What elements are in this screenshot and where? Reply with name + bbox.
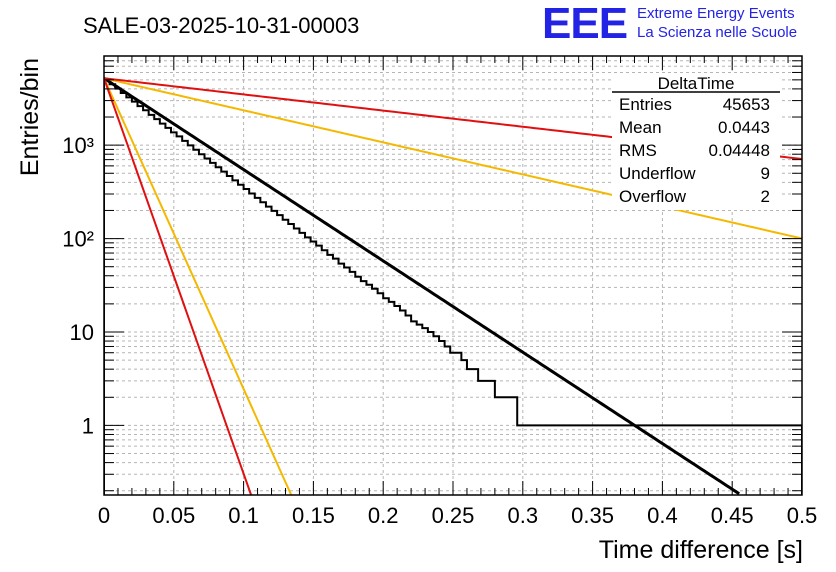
series-short-lower bbox=[104, 77, 253, 495]
series-short-upper bbox=[104, 77, 293, 495]
eee-logo: EEE bbox=[542, 0, 628, 48]
x-tick-label-6: 0.3 bbox=[508, 503, 539, 528]
x-tick-label-2: 0.1 bbox=[228, 503, 259, 528]
x-tick-label-8: 0.4 bbox=[647, 503, 678, 528]
stats-value-underflow: 9 bbox=[761, 164, 770, 183]
chart-title: SALE-03-2025-10-31-00003 bbox=[83, 13, 359, 38]
stats-value-rms: 0.04448 bbox=[709, 141, 770, 160]
stats-label-overflow: Overflow bbox=[619, 187, 687, 206]
x-axis-label: Time difference [s] bbox=[599, 536, 803, 564]
y-axis-label: Entries/bin bbox=[16, 58, 44, 176]
x-tick-label-3: 0.15 bbox=[292, 503, 335, 528]
y-tick-label-3: 10³ bbox=[62, 133, 94, 158]
y-tick-label-2: 10² bbox=[62, 227, 94, 252]
stats-value-entries: 45653 bbox=[723, 95, 770, 114]
series-long-lower bbox=[104, 77, 802, 240]
stats-box bbox=[612, 74, 780, 210]
x-tick-label-1: 0.05 bbox=[152, 503, 195, 528]
eee-subtitle-line2: La Scienza nelle Scuole bbox=[637, 24, 798, 41]
series-fit bbox=[104, 77, 741, 495]
x-tick-label-5: 0.25 bbox=[432, 503, 475, 528]
x-tick-label-9: 0.45 bbox=[711, 503, 754, 528]
y-tick-label-1: 10 bbox=[70, 320, 94, 345]
x-tick-label-0: 0 bbox=[98, 503, 110, 528]
stats-value-overflow: 2 bbox=[761, 187, 770, 206]
stats-label-rms: RMS bbox=[619, 141, 657, 160]
eee-subtitle-line1: Extreme Energy Events bbox=[637, 5, 795, 22]
stats-value-mean: 0.0443 bbox=[718, 118, 770, 137]
stats-label-mean: Mean bbox=[619, 118, 662, 137]
histogram-deltatime bbox=[104, 78, 802, 495]
stats-label-entries: Entries bbox=[619, 95, 672, 114]
y-tick-label-0: 1 bbox=[82, 413, 94, 438]
stats-title: DeltaTime bbox=[658, 74, 735, 93]
stats-label-underflow: Underflow bbox=[619, 164, 696, 183]
x-tick-label-4: 0.2 bbox=[368, 503, 399, 528]
x-tick-label-7: 0.35 bbox=[571, 503, 614, 528]
x-tick-label-10: 0.5 bbox=[787, 503, 818, 528]
